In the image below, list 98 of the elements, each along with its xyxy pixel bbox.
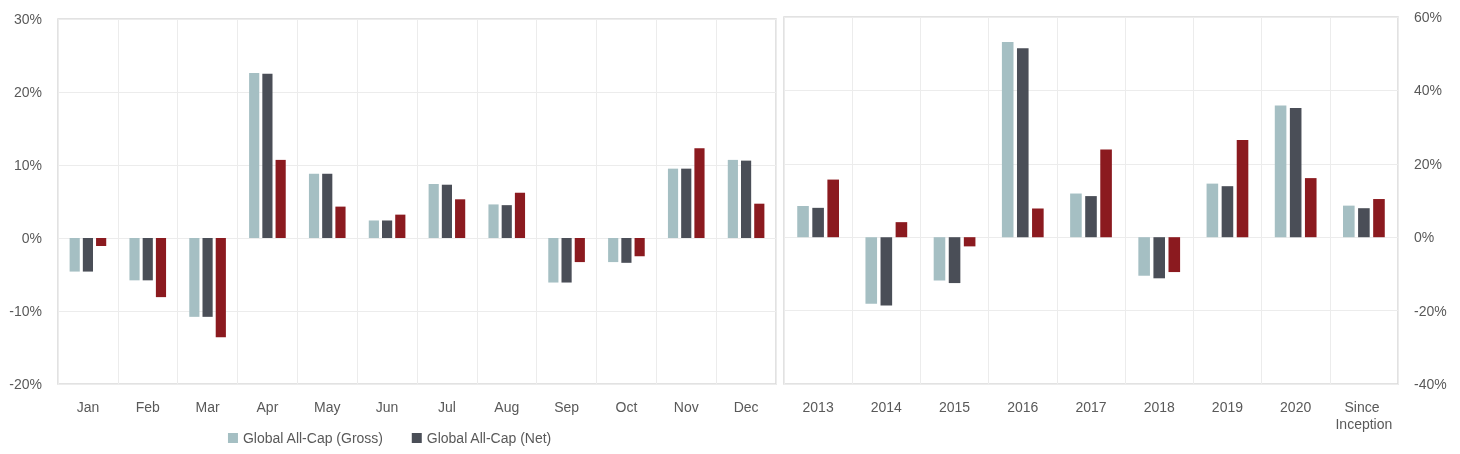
x-tick-label: 2017	[1075, 398, 1107, 415]
bar	[1373, 199, 1385, 238]
bar	[96, 238, 107, 247]
x-tick-label: Aug	[494, 398, 520, 415]
bar	[880, 237, 893, 306]
bar	[1153, 237, 1166, 279]
bar	[895, 222, 908, 238]
y2-tick-label: -40%	[1414, 376, 1447, 392]
bar	[428, 183, 439, 238]
bar	[667, 168, 679, 238]
bar	[948, 237, 961, 284]
bar	[1001, 41, 1014, 238]
legend-label: Global All-Cap (Gross)	[242, 430, 384, 446]
bar	[1289, 108, 1302, 238]
bar	[812, 207, 824, 238]
bar	[1100, 149, 1112, 238]
bar	[754, 203, 765, 238]
x-tick-label: 2016	[1007, 398, 1039, 415]
y2-tick-label: 0%	[1414, 229, 1435, 246]
bar	[82, 238, 93, 272]
x-tick-label: Apr	[256, 398, 279, 415]
bar	[455, 199, 466, 238]
bar	[1221, 186, 1234, 238]
bar	[488, 204, 499, 238]
bar	[1236, 139, 1249, 238]
bar	[249, 73, 260, 238]
bar	[215, 238, 226, 338]
bar	[322, 173, 333, 238]
bar	[1206, 183, 1219, 238]
x-tick-label: 2018	[1143, 398, 1175, 415]
bar	[741, 160, 752, 238]
bar	[1085, 196, 1097, 238]
bar	[1274, 105, 1287, 238]
x-tick-label: Sep	[554, 398, 580, 415]
bar	[621, 238, 632, 263]
bar	[142, 238, 153, 281]
bar	[69, 238, 80, 272]
bar	[1358, 208, 1370, 238]
y2-tick-label: 60%	[1414, 9, 1443, 25]
bar	[1304, 178, 1317, 238]
bar	[368, 220, 379, 238]
bar	[963, 237, 976, 247]
bar	[574, 238, 585, 263]
bar	[335, 206, 346, 238]
bar	[155, 238, 167, 298]
x-tick-label: May	[314, 398, 341, 415]
x-tick-label: 2019	[1211, 398, 1244, 415]
bar	[933, 237, 946, 281]
x-tick-label: Jan	[76, 398, 100, 415]
bar	[1138, 237, 1150, 276]
bar	[548, 238, 559, 283]
x-tick-label: Jul	[437, 398, 456, 415]
y-tick-label: 10%	[13, 157, 42, 173]
x-tick-label: Since Inception	[1335, 398, 1393, 432]
bar	[395, 214, 406, 238]
bar	[681, 168, 692, 238]
y2-tick-label: 20%	[1414, 155, 1443, 172]
x-tick-label: 2014	[870, 398, 903, 415]
x-tick-label: Feb	[135, 398, 161, 415]
y-tick-label: 0%	[21, 230, 42, 246]
x-tick-label: 2013	[802, 398, 834, 415]
bar	[275, 159, 286, 238]
bar	[382, 220, 393, 238]
bar	[561, 238, 572, 283]
bar	[129, 238, 140, 281]
bar	[1016, 48, 1029, 238]
y2-tick-label: -20%	[1414, 302, 1447, 319]
x-tick-label: Dec	[733, 398, 759, 415]
bar	[441, 184, 452, 238]
bar	[865, 237, 878, 304]
bar	[727, 159, 738, 238]
bar	[514, 192, 526, 238]
bar	[1032, 208, 1044, 238]
legend-label: Global All-Cap (Net)	[426, 430, 552, 446]
bar	[262, 73, 273, 238]
y-tick-label: -20%	[9, 376, 42, 392]
bar	[501, 205, 512, 238]
y2-tick-label: 40%	[1414, 82, 1443, 99]
bar	[694, 148, 705, 238]
y-tick-label: 30%	[13, 11, 42, 27]
bar	[308, 173, 320, 238]
bar	[634, 238, 645, 257]
x-tick-label: 2020	[1280, 398, 1312, 415]
bar	[1343, 205, 1355, 238]
bar	[827, 179, 839, 238]
bar	[608, 238, 619, 263]
bar	[797, 206, 809, 238]
bar	[202, 238, 213, 317]
x-tick-label: Jun	[375, 398, 399, 415]
bar	[189, 238, 200, 317]
bar	[1168, 237, 1181, 273]
y-tick-label: -10%	[9, 303, 42, 319]
x-tick-label: 2015	[938, 398, 971, 415]
x-tick-label: Oct	[615, 398, 638, 415]
y-tick-label: 20%	[13, 84, 42, 100]
x-tick-label: Nov	[673, 398, 699, 415]
x-tick-label: Mar	[195, 398, 220, 415]
bar	[1070, 193, 1082, 238]
